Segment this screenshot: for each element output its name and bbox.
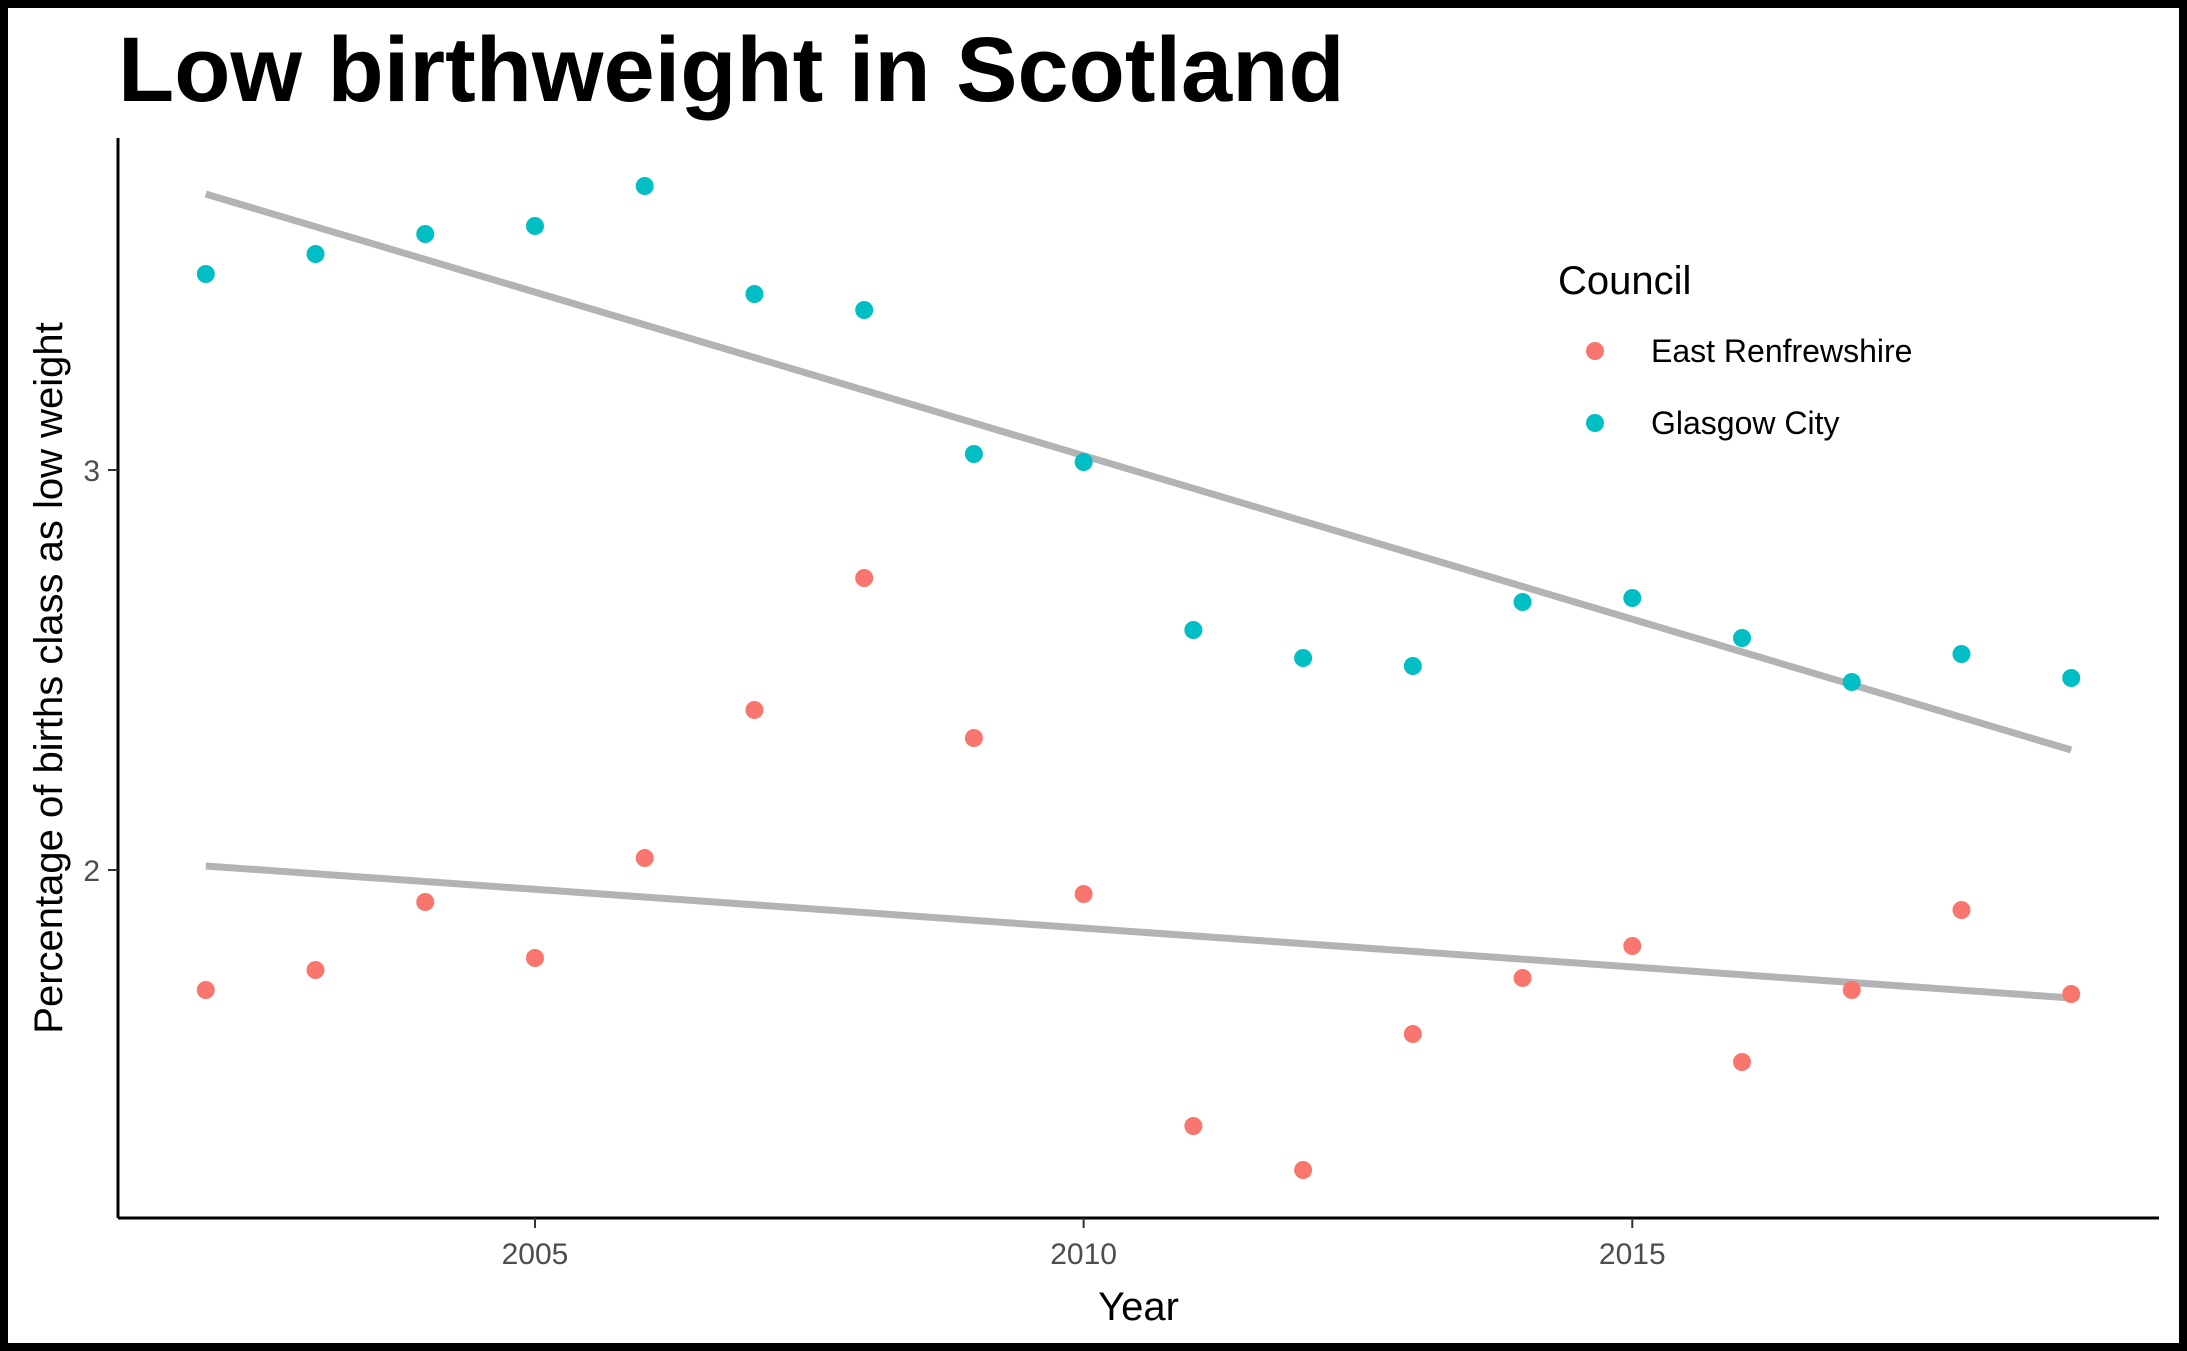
point-glasgow-city [1513,593,1532,611]
point-east-renfrewshire [635,849,654,867]
point-east-renfrewshire [855,569,874,587]
point-glasgow-city [1294,649,1313,667]
point-glasgow-city [1733,629,1752,647]
point-east-renfrewshire [1403,1025,1422,1043]
y-axis-ticks: 23 [83,455,118,888]
point-east-renfrewshire [745,701,764,719]
point-glasgow-city [416,225,435,243]
point-glasgow-city [306,245,325,263]
data-points [196,177,2081,1179]
point-east-renfrewshire [1733,1053,1752,1071]
x-tick-label: 2015 [1599,1238,1666,1271]
point-glasgow-city [635,177,654,195]
point-glasgow-city [196,265,215,283]
plot-area [196,177,2081,1179]
point-glasgow-city [1074,453,1093,471]
x-tick-label: 2010 [1050,1238,1117,1271]
point-east-renfrewshire [1294,1161,1313,1179]
point-east-renfrewshire [1952,901,1971,919]
chart-title: Low birthweight in Scotland [118,19,1345,121]
point-glasgow-city [745,285,764,303]
point-glasgow-city [1403,657,1422,675]
y-tick-label: 2 [83,855,100,888]
point-east-renfrewshire [1513,969,1532,987]
point-glasgow-city [1184,621,1203,639]
legend-label-east-renfrewshire: East Renfrewshire [1651,333,1912,369]
point-glasgow-city [1623,589,1642,607]
point-east-renfrewshire [1074,885,1093,903]
point-east-renfrewshire [1184,1117,1203,1135]
trend-lines [204,190,2073,1002]
legend: Council East Renfrewshire Glasgow City [1558,259,1912,441]
x-axis-ticks: 2005 2010 2015 [502,1218,1666,1271]
point-east-renfrewshire [416,893,435,911]
point-east-renfrewshire [196,981,215,999]
legend-title: Council [1558,259,1691,303]
trend-line-glasgow-city [204,190,2073,754]
legend-key-glasgow-city-icon [1586,414,1604,432]
point-glasgow-city [964,445,983,463]
point-east-renfrewshire [525,949,544,967]
point-east-renfrewshire [1842,981,1861,999]
point-east-renfrewshire [2062,985,2081,1003]
point-glasgow-city [1842,673,1861,691]
chart: Low birthweight in Scotland 2005 2010 2015… [27,19,2159,1329]
point-glasgow-city [855,301,874,319]
point-glasgow-city [525,217,544,235]
x-tick-label: 2005 [502,1238,569,1271]
point-east-renfrewshire [306,961,325,979]
point-east-renfrewshire [964,729,983,747]
y-tick-label: 3 [83,455,100,488]
legend-key-east-renfrewshire-icon [1586,342,1604,360]
point-glasgow-city [2062,669,2081,687]
legend-label-glasgow-city: Glasgow City [1651,405,1840,441]
point-glasgow-city [1952,645,1971,663]
point-east-renfrewshire [1623,937,1642,955]
trend-line-east-renfrewshire [205,862,2072,1002]
x-axis-title: Year [1098,1285,1179,1329]
y-axis-title: Percentage of births class as low weight [27,322,71,1033]
